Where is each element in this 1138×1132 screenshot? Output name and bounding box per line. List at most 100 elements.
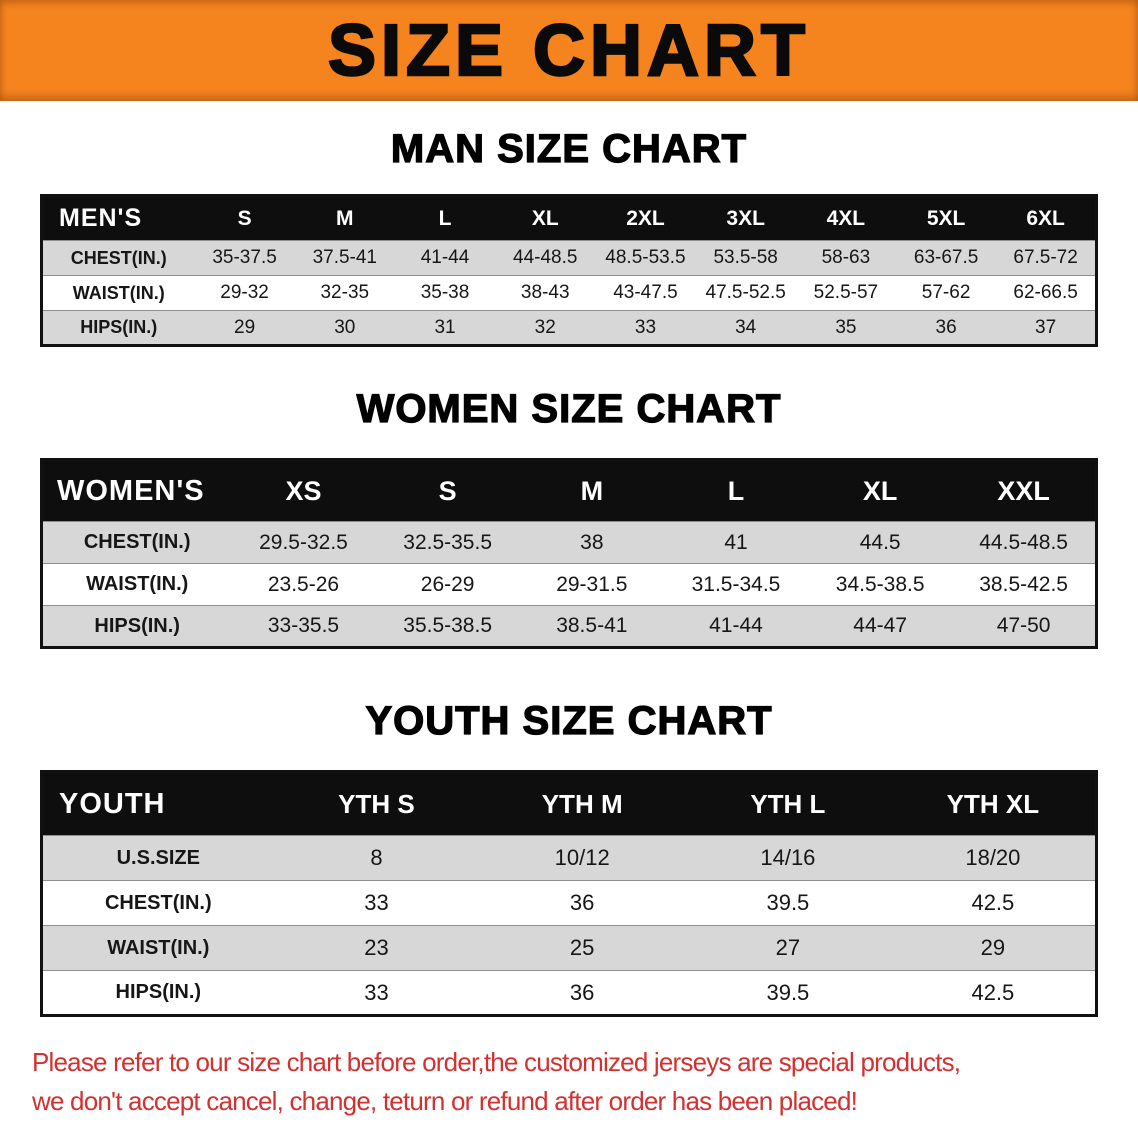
size-table-row: CHEST(IN.) 33 36 39.5 42.5 bbox=[41, 880, 1097, 926]
size-value: 35 bbox=[835, 316, 857, 338]
size-value: 38.5-41 bbox=[556, 614, 628, 637]
size-value: 18/20 bbox=[965, 845, 1021, 870]
size-value: 39.5 bbox=[766, 890, 810, 915]
size-value: 8 bbox=[370, 845, 383, 870]
size-table-header-row: WOMEN'S XS S M L XL XXL bbox=[41, 459, 1097, 522]
size-table-header-row: YOUTH YTH S YTH M YTH L YTH XL bbox=[41, 771, 1097, 836]
measure-label: WAIST(IN.) bbox=[107, 936, 210, 959]
size-value: 33-35.5 bbox=[267, 614, 340, 637]
size-chart-banner: SIZE CHART bbox=[0, 0, 1138, 101]
measure-label: WAIST(IN.) bbox=[86, 573, 189, 595]
size-column-header: M bbox=[294, 195, 395, 241]
measure-label: U.S.SIZE bbox=[116, 846, 200, 869]
size-table-row: CHEST(IN.) 35-37.5 37.5-41 41-44 44-48.5 48.5… bbox=[41, 240, 1097, 276]
disclaimer-line-2: we don't accept cancel, change, teturn o… bbox=[32, 1086, 858, 1116]
youth-size-section: YOUTH SIZE CHART YOUTH YTH S YTH M YTH L YTH… bbox=[0, 698, 1138, 1017]
size-value: 38.5-42.5 bbox=[979, 572, 1068, 596]
size-table-row: CHEST(IN.) 29.5-32.5 32.5-35.5 38 41 44.5 44.5… bbox=[41, 521, 1097, 564]
size-column-header: 6XL bbox=[996, 195, 1097, 241]
youth-size-table: YOUTH YTH S YTH M YTH L YTH XL U.S.SIZE 8 10/12… bbox=[40, 770, 1098, 1017]
table-title-cell: WOMEN'S bbox=[41, 459, 232, 522]
size-value: 26-29 bbox=[420, 572, 475, 596]
size-column-header: 3XL bbox=[695, 195, 796, 241]
size-value: 47.5-52.5 bbox=[705, 282, 786, 303]
size-value: 47-50 bbox=[996, 614, 1051, 637]
measure-label: CHEST(IN.) bbox=[104, 891, 212, 914]
size-value: 35.5-38.5 bbox=[403, 614, 493, 637]
size-value: 10/12 bbox=[554, 845, 610, 870]
size-value: 29-32 bbox=[220, 282, 269, 303]
size-value: 38 bbox=[580, 530, 604, 554]
size-value: 41-44 bbox=[709, 614, 763, 637]
size-value: 35-37.5 bbox=[212, 247, 277, 268]
size-value: 37 bbox=[1035, 316, 1057, 338]
size-value: 43-47.5 bbox=[613, 282, 678, 303]
size-value: 34.5-38.5 bbox=[835, 572, 925, 596]
size-value: 41-44 bbox=[420, 247, 470, 268]
measure-label: HIPS(IN.) bbox=[80, 317, 158, 337]
size-column-header: XL bbox=[495, 195, 596, 241]
size-value: 36 bbox=[569, 979, 595, 1005]
size-column-header: XXL bbox=[952, 459, 1097, 522]
size-value: 29.5-32.5 bbox=[259, 530, 348, 554]
size-value: 37.5-41 bbox=[312, 247, 378, 268]
size-value: 14/16 bbox=[760, 845, 816, 870]
size-value: 29-31.5 bbox=[556, 572, 628, 596]
size-value: 25 bbox=[569, 935, 595, 960]
size-value: 39.5 bbox=[766, 979, 810, 1005]
men-size-heading: MAN SIZE CHART bbox=[390, 126, 748, 171]
size-value: 32 bbox=[534, 316, 556, 338]
size-value: 63-67.5 bbox=[913, 247, 979, 268]
men-size-section: MAN SIZE CHART MEN'S S M L XL 2XL 3XL 4XL 5XL 6XL… bbox=[0, 126, 1138, 347]
size-table-header-row: MEN'S S M L XL 2XL 3XL 4XL 5XL 6XL bbox=[41, 195, 1097, 241]
size-value: 57-62 bbox=[921, 282, 971, 303]
size-column-header: 2XL bbox=[595, 195, 696, 241]
women-size-section: WOMEN SIZE CHART WOMEN'S XS S M L XL XXL CHEST(… bbox=[0, 386, 1138, 649]
size-column-header: XL bbox=[808, 459, 953, 522]
size-value: 27 bbox=[775, 935, 801, 960]
size-table-row: HIPS(IN.) 33 36 39.5 42.5 bbox=[41, 970, 1097, 1016]
size-value: 33 bbox=[364, 979, 389, 1005]
measure-label: WAIST(IN.) bbox=[72, 282, 165, 303]
size-value: 44-48.5 bbox=[513, 247, 578, 268]
size-value: 42.5 bbox=[971, 979, 1015, 1005]
disclaimer-text: Please refer to our size chart before or… bbox=[0, 1043, 1138, 1121]
size-table-row: U.S.SIZE 8 10/12 14/16 18/20 bbox=[41, 835, 1097, 881]
size-value: 23.5-26 bbox=[267, 572, 340, 596]
size-table-row: WAIST(IN.) 29-32 32-35 35-38 38-43 43-47.5 47.… bbox=[41, 275, 1097, 311]
size-value: 31 bbox=[434, 316, 456, 338]
women-size-table: WOMEN'S XS S M L XL XXL CHEST(IN.) 29.5-32.5 32.5… bbox=[40, 458, 1098, 649]
table-title-cell: MEN'S bbox=[41, 195, 195, 241]
size-value: 67.5-72 bbox=[1013, 247, 1078, 268]
size-table-row: HIPS(IN.) 33-35.5 35.5-38.5 38.5-41 41-44 44-… bbox=[41, 605, 1097, 648]
size-value: 44-47 bbox=[853, 614, 908, 637]
size-column-header: YTH M bbox=[479, 771, 686, 836]
size-column-header: XS bbox=[231, 459, 376, 522]
size-value: 34 bbox=[735, 316, 757, 338]
size-value: 29 bbox=[234, 316, 256, 338]
size-column-header: YTH XL bbox=[890, 771, 1097, 836]
size-value: 38-43 bbox=[520, 282, 570, 303]
women-size-heading: WOMEN SIZE CHART bbox=[356, 386, 782, 431]
size-value: 58-63 bbox=[821, 247, 871, 268]
size-column-header: S bbox=[194, 195, 295, 241]
size-value: 35-38 bbox=[420, 282, 470, 303]
size-column-header: 5XL bbox=[896, 195, 997, 241]
table-title-cell: YOUTH bbox=[41, 771, 274, 836]
size-value: 33 bbox=[634, 316, 657, 338]
size-column-header: S bbox=[375, 459, 520, 522]
size-column-header: L bbox=[394, 195, 496, 241]
measure-label: HIPS(IN.) bbox=[115, 981, 202, 1003]
size-value: 44.5-48.5 bbox=[979, 530, 1068, 554]
disclaimer-line-1: Please refer to our size chart before or… bbox=[32, 1047, 961, 1077]
measure-label: HIPS(IN.) bbox=[94, 614, 180, 637]
size-table-row: WAIST(IN.) 23 25 27 29 bbox=[41, 925, 1097, 971]
size-column-header: YTH S bbox=[273, 771, 480, 836]
measure-label: CHEST(IN.) bbox=[70, 247, 167, 268]
size-chart-title: SIZE CHART bbox=[327, 10, 810, 91]
size-value: 33 bbox=[364, 890, 389, 915]
size-value: 23 bbox=[364, 935, 389, 960]
size-value: 36 bbox=[935, 316, 957, 338]
size-value: 44.5 bbox=[859, 530, 901, 554]
size-value: 48.5-53.5 bbox=[605, 247, 686, 268]
